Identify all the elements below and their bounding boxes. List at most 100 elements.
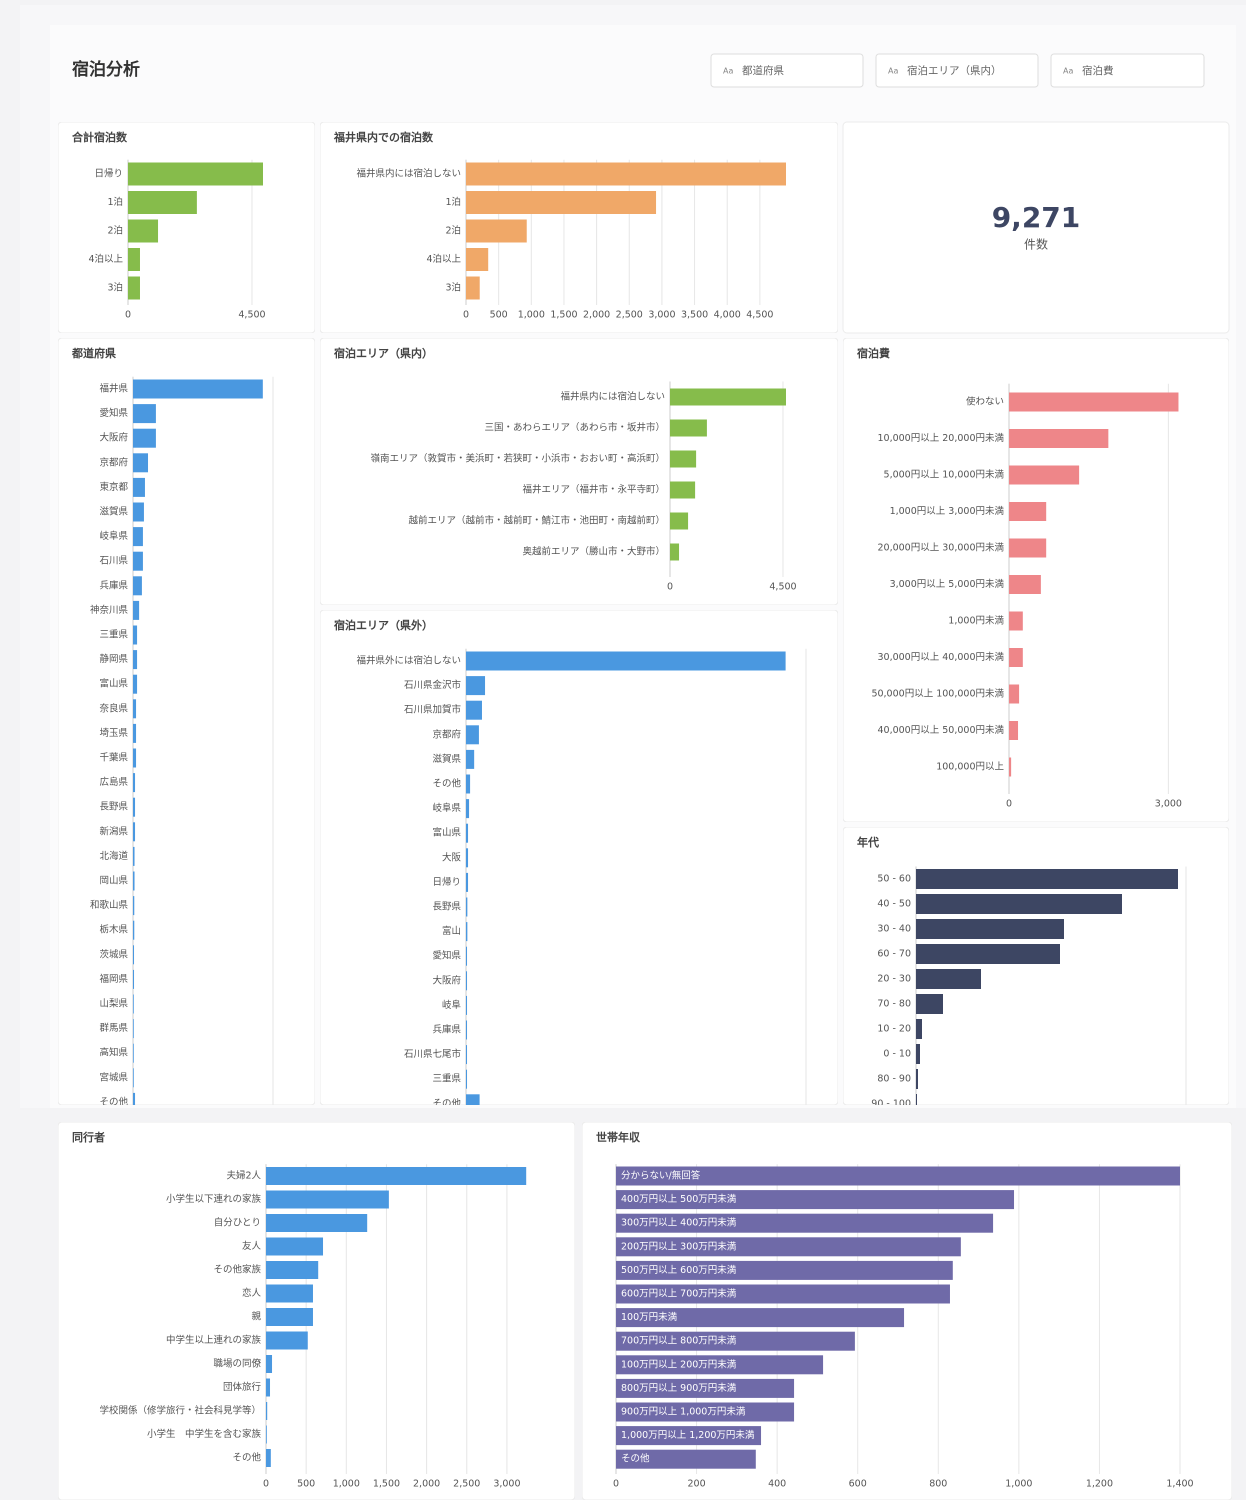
category-label: その他 — [432, 1097, 461, 1109]
category-label: 北海道 — [99, 850, 128, 862]
category-label: 長野県 — [99, 802, 128, 813]
filter-dropdown[interactable]: Aa 宿泊費 — [1050, 53, 1205, 88]
bar — [916, 1019, 922, 1039]
category-label: 800万円以上 900万円未満 — [621, 1382, 737, 1394]
bar — [133, 379, 263, 399]
bar — [133, 969, 135, 989]
kpi-card — [842, 121, 1230, 334]
category-label: 岐阜 — [442, 999, 461, 1011]
bar — [670, 419, 707, 437]
category-label: 山梨県 — [99, 998, 128, 1010]
bar — [133, 723, 137, 743]
category-label: 700万円以上 800万円未満 — [621, 1335, 737, 1347]
category-label: 自分ひとり — [214, 1217, 261, 1229]
x-tick-label: 0 — [125, 310, 131, 321]
x-tick-label: 200 — [688, 1479, 706, 1490]
bar — [133, 1068, 134, 1088]
x-tick-label: 0 — [613, 1479, 619, 1490]
chart-title: 同行者 — [72, 1130, 105, 1144]
filter-dropdown[interactable]: Aa 都道府県 — [710, 53, 864, 88]
bar — [616, 1449, 756, 1469]
category-label: 5,000円以上 10,000円未満 — [884, 469, 1005, 481]
category-label: 石川県七尾市 — [404, 1048, 462, 1060]
x-tick-label: 0 — [463, 310, 469, 321]
bar — [133, 527, 143, 547]
filter-box[interactable] — [875, 53, 1039, 88]
card — [58, 1122, 575, 1500]
bar — [133, 871, 135, 891]
bar — [916, 944, 1060, 964]
filter-box[interactable] — [1050, 53, 1205, 88]
bar — [616, 1355, 824, 1375]
kpi-label: 件数 — [1024, 237, 1048, 252]
bar — [133, 477, 145, 497]
bar — [133, 822, 136, 842]
bar — [128, 219, 159, 243]
bar — [466, 995, 468, 1015]
category-label: 岡山県 — [99, 876, 128, 887]
bar — [133, 699, 137, 719]
bar — [466, 971, 468, 991]
category-label: 100万円未満 — [621, 1311, 678, 1323]
category-label: 東京都 — [99, 481, 128, 493]
category-label: 90 - 100 — [871, 1099, 911, 1110]
category-label: 分からない/無回答 — [621, 1170, 701, 1182]
bar — [266, 1190, 389, 1209]
bar — [266, 1449, 271, 1467]
card — [58, 122, 315, 333]
bar — [133, 1092, 136, 1105]
filter-box[interactable] — [710, 53, 864, 88]
bar — [670, 450, 697, 468]
category-label: 新潟県 — [99, 825, 128, 837]
chart-title: 年代 — [857, 835, 879, 849]
bar — [133, 453, 149, 473]
category-label: 0 - 10 — [883, 1049, 911, 1060]
category-label: 20 - 30 — [877, 974, 911, 985]
bar — [266, 1402, 268, 1420]
category-label: 富山県 — [432, 827, 461, 839]
category-label: 宮城県 — [99, 1071, 128, 1083]
category-label: 静岡県 — [99, 653, 128, 665]
chart-title: 宿泊エリア（県外） — [334, 618, 433, 632]
x-tick-label: 3,000 — [493, 1479, 520, 1490]
category-label: 20,000円以上 30,000円未満 — [877, 542, 1004, 554]
category-label: 3泊 — [445, 283, 461, 294]
x-tick-label: 3,000 — [1155, 799, 1182, 810]
category-label: 日帰り — [432, 876, 461, 888]
bar — [670, 481, 696, 499]
category-label: 和歌山県 — [90, 899, 129, 911]
chart-card: 宿泊費 0 3,000 使わない 10,000円以上 20,000円未満 5,000円以上… — [843, 338, 1229, 822]
x-tick-label: 2,500 — [453, 1479, 480, 1490]
chart-card: 宿泊エリア（県内） 0 4,500 福井県内には宿泊しない三国・あわらエリア（あわら市… — [320, 338, 838, 605]
category-label: 愛知県 — [432, 950, 461, 962]
bar — [466, 725, 479, 745]
category-label: 京都府 — [432, 728, 461, 740]
bar — [616, 1190, 1015, 1210]
bar — [466, 191, 657, 214]
bar — [266, 1167, 527, 1185]
filter-dropdown[interactable]: Aa 宿泊エリア（県内） — [875, 53, 1039, 88]
bar — [916, 969, 981, 989]
category-label: 愛知県 — [99, 407, 128, 419]
category-label: 夫婦2人 — [226, 1170, 261, 1182]
bar — [916, 1044, 920, 1064]
category-label: 3,000円以上 5,000円未満 — [890, 578, 1005, 590]
category-label: 群馬県 — [99, 1022, 128, 1034]
category-label: 400万円以上 500万円未満 — [621, 1193, 737, 1205]
x-tick-label: 1,500 — [550, 310, 577, 321]
x-tick-label: 4,500 — [746, 310, 773, 321]
bar — [133, 551, 143, 571]
category-label: 高知県 — [99, 1047, 128, 1059]
bar — [133, 748, 137, 768]
category-label: 三国・あわらエリア（あわら市・坂井市） — [484, 422, 665, 434]
kpi-value: 9,271 — [992, 201, 1081, 234]
category-label: 嶺南エリア（敦賀市・美浜町・若狭町・小浜市・おおい町・高浜町） — [370, 453, 665, 465]
bar — [133, 896, 135, 916]
category-label: 10 - 20 — [877, 1024, 911, 1035]
bar — [1009, 575, 1041, 594]
category-label: 4泊以上 — [426, 254, 461, 265]
bar — [466, 1094, 480, 1105]
category-label: 友人 — [242, 1240, 262, 1252]
bar — [466, 897, 468, 917]
bar — [1009, 502, 1047, 521]
